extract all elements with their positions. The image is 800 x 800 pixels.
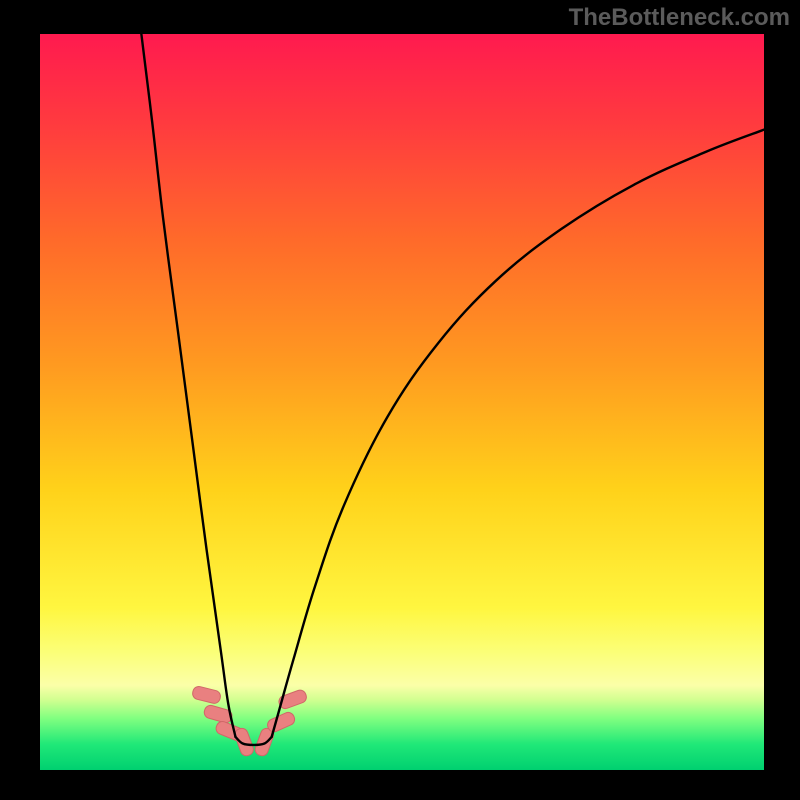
chart-container: TheBottleneck.com xyxy=(0,0,800,800)
plot-gradient-background xyxy=(40,34,764,770)
gradient-curve-plot xyxy=(0,0,800,800)
watermark-text: TheBottleneck.com xyxy=(569,4,790,32)
